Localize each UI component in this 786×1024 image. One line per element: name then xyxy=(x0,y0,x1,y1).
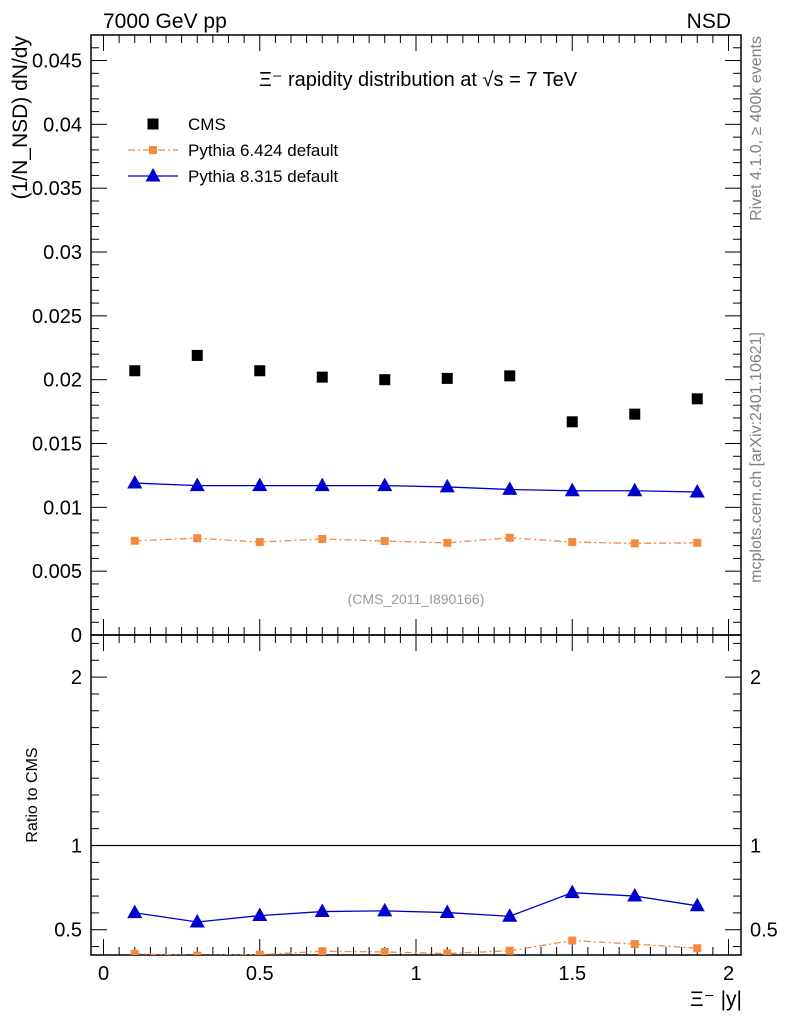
ratio-point-pythia-6-424-default xyxy=(193,951,202,955)
ratio-point-pythia-6-424-default xyxy=(318,947,327,955)
ratio-series xyxy=(127,884,705,955)
point-pythia-6-424-default xyxy=(130,536,139,545)
point-pythia-6-424-default xyxy=(380,537,389,546)
point-cms xyxy=(129,365,141,377)
ratio-point-pythia-8-315-default xyxy=(127,904,143,919)
ratio-point-pythia-8-315-default xyxy=(314,903,330,918)
ratio-y-axis-label: Ratio to CMS xyxy=(24,747,41,842)
ratio-point-pythia-8-315-default xyxy=(627,887,643,902)
ratio-point-pythia-8-315-default xyxy=(502,908,518,922)
ratio-point-pythia-8-315-default xyxy=(439,904,455,919)
point-pythia-8-315-default xyxy=(502,481,518,495)
legend-label-pythia-8-315-default: Pythia 8.315 default xyxy=(188,167,339,186)
series-line-pythia-8-315-default xyxy=(134,482,698,493)
x-tick-label: 1 xyxy=(410,963,421,985)
point-cms xyxy=(566,416,578,428)
point-pythia-6-424-default xyxy=(568,538,577,547)
point-pythia-8-315-default xyxy=(377,477,393,492)
side-label-bottom: mcplots.cern.ch [arXiv:2401.10621] xyxy=(748,332,765,583)
point-cms xyxy=(254,365,266,377)
y-tick-label: 0.015 xyxy=(32,434,82,456)
legend-label-cms: CMS xyxy=(188,115,226,134)
y-axis-label: (1/N_NSD) dN/dy xyxy=(9,36,32,200)
ratio-tick-label-right: 1 xyxy=(750,836,761,858)
point-pythia-8-315-default xyxy=(127,475,143,489)
ratio-point-pythia-6-424-default xyxy=(130,949,139,955)
y-tick-label: 0.045 xyxy=(32,51,82,73)
y-tick-label: 0.03 xyxy=(43,242,82,264)
ratio-point-pythia-6-424-default xyxy=(693,944,702,953)
ratio-line-pythia-6-424-default xyxy=(134,939,698,955)
ratio-point-pythia-6-424-default xyxy=(443,949,452,955)
legend-marker-pythia-6-424-default xyxy=(149,146,157,154)
point-pythia-8-315-default xyxy=(689,483,705,498)
legend-label-pythia-6-424-default: Pythia 6.424 default xyxy=(188,141,339,160)
ratio-tick-label-left: 2 xyxy=(71,667,82,689)
legend: CMS Pythia 6.424 default Pythia 8.315 defa… xyxy=(128,115,339,186)
point-pythia-6-424-default xyxy=(630,539,639,548)
ratio-tick-label-right: 0.5 xyxy=(750,920,778,942)
point-cms xyxy=(441,372,453,384)
x-axis-ticks-main xyxy=(103,35,729,635)
point-pythia-8-315-default xyxy=(189,477,205,492)
x-tick-label: 0.5 xyxy=(246,963,274,985)
y-tick-label: 0.04 xyxy=(43,114,82,136)
point-pythia-6-424-default xyxy=(318,535,327,543)
x-tick-label: 2 xyxy=(723,963,734,985)
point-cms xyxy=(504,370,516,382)
ratio-plot-frame xyxy=(90,634,742,956)
x-tick-label: 1.5 xyxy=(558,963,586,985)
main-series xyxy=(127,349,705,548)
point-pythia-6-424-default xyxy=(255,538,264,547)
legend-marker-pythia-8-315-default xyxy=(145,167,161,182)
point-pythia-6-424-default xyxy=(443,538,452,547)
y-axis-ticks-main: 0 0.005 0.01 0.015 0.02 0.025 0.03 0.035 0.04 0.0… xyxy=(32,47,741,647)
y-tick-label: 0.01 xyxy=(43,497,82,519)
y-tick-label: 0.035 xyxy=(32,178,82,200)
x-axis-ticks-ratio: 0 0.5 1 1.5 2 xyxy=(98,635,734,985)
point-pythia-8-315-default xyxy=(314,477,330,492)
ratio-point-pythia-8-315-default xyxy=(689,897,705,912)
point-cms xyxy=(379,374,391,386)
ratio-point-pythia-8-315-default xyxy=(189,913,205,928)
ratio-tick-label-right: 2 xyxy=(750,667,761,689)
y-tick-label: 0 xyxy=(71,625,82,647)
point-pythia-8-315-default xyxy=(252,477,268,492)
x-axis-label: Ξ⁻ |y| xyxy=(690,988,742,1011)
point-pythia-6-424-default xyxy=(505,533,514,542)
header-left-label: 7000 GeV pp xyxy=(103,10,227,33)
point-pythia-8-315-default xyxy=(439,478,455,493)
header-right-label: NSD xyxy=(687,10,731,33)
point-cms xyxy=(316,371,328,383)
point-pythia-8-315-default xyxy=(627,482,643,497)
y-tick-label: 0.005 xyxy=(32,561,82,583)
point-pythia-6-424-default xyxy=(193,534,202,543)
point-pythia-6-424-default xyxy=(693,538,702,547)
ratio-point-pythia-8-315-default xyxy=(564,884,580,899)
ratio-line-pythia-8-315-default xyxy=(134,892,698,923)
ratio-point-pythia-8-315-default xyxy=(252,907,268,922)
ratio-tick-label-left: 1 xyxy=(71,836,82,858)
legend-marker-cms xyxy=(147,118,159,130)
ratio-point-pythia-6-424-default xyxy=(568,936,577,945)
chart-title: Ξ⁻ rapidity distribution at √s = 7 TeV xyxy=(259,69,578,91)
x-tick-label: 0 xyxy=(98,963,109,985)
y-tick-label: 0.025 xyxy=(32,306,82,328)
point-cms xyxy=(191,349,203,361)
y-tick-label: 0.02 xyxy=(43,370,82,392)
ratio-point-pythia-6-424-default xyxy=(255,950,264,955)
ratio-point-pythia-8-315-default xyxy=(377,902,393,917)
point-cms xyxy=(629,408,641,420)
ratio-point-pythia-6-424-default xyxy=(380,947,389,955)
watermark: (CMS_2011_I890166) xyxy=(348,591,485,607)
ratio-point-pythia-6-424-default xyxy=(505,946,514,955)
point-cms xyxy=(691,393,703,405)
ratio-tick-label-left: 0.5 xyxy=(54,920,82,942)
series-line-pythia-6-424-default xyxy=(134,537,698,544)
side-label-top: Rivet 4.1.0, ≥ 400k events xyxy=(748,36,765,221)
point-pythia-8-315-default xyxy=(564,482,580,497)
ratio-point-pythia-6-424-default xyxy=(630,940,639,949)
